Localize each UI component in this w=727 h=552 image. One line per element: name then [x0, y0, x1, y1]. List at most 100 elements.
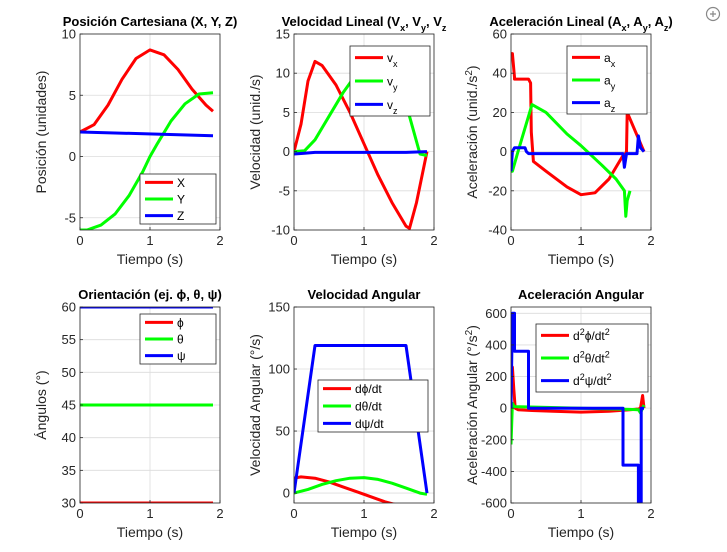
legend-entry: ax [604, 51, 616, 69]
series-line-vel-0 [294, 59, 429, 230]
y-tick-label: 150 [268, 300, 290, 315]
legend-entry: dϕ/dt [355, 382, 382, 396]
series-line-pos-2 [80, 130, 214, 138]
y-tick-label: 10 [276, 66, 290, 81]
legend-entry: Z [177, 209, 184, 223]
y-tick-label: -200 [481, 432, 507, 447]
y-tick-label: 50 [276, 424, 290, 439]
chart-title: Aceleración Lineal (Ax, Ay, Az) [489, 14, 672, 33]
legend-entry: vx [387, 51, 398, 69]
x-tick-label: 0 [76, 233, 83, 248]
legend-entry: d2θ/dt2 [573, 350, 610, 366]
y-tick-label: 60 [62, 300, 76, 315]
legend: vx vy vz [349, 45, 431, 117]
x-tick-label: 0 [507, 233, 514, 248]
series-line-vel-2 [294, 150, 428, 156]
legend-entry: d2ψ/dt2 [573, 372, 612, 388]
series-line-angvel-0 [294, 475, 396, 503]
legend-entry: θ [177, 333, 184, 347]
series-line-angacc-2 [511, 311, 644, 503]
x-tick-label: 2 [430, 506, 437, 521]
zoom-icon[interactable] [705, 6, 721, 22]
y-tick-label: -5 [64, 210, 76, 225]
x-tick-label: 1 [577, 506, 584, 521]
chart-title: Velocidad Angular [308, 287, 421, 302]
x-tick-label: 2 [647, 233, 654, 248]
x-axis-label: Tiempo (s) [331, 524, 397, 540]
x-tick-label: 1 [146, 233, 153, 248]
y-tick-label: 40 [62, 430, 76, 445]
y-tick-label: 400 [485, 337, 507, 352]
chart-title: Orientación (ej. ϕ, θ, ψ) [78, 287, 222, 302]
x-tick-label: 2 [430, 233, 437, 248]
legend-entry: Y [177, 193, 185, 207]
y-tick-label: 0 [500, 144, 507, 159]
x-tick-label: 0 [290, 233, 297, 248]
x-tick-label: 0 [507, 506, 514, 521]
y-tick-label: 35 [62, 463, 76, 478]
chart-title: Velocidad Lineal (Vx, Vy, Vz [282, 14, 447, 33]
x-axis-label: Tiempo (s) [117, 524, 183, 540]
chart-angacc: 0 1 2 -600 -400 -200 0 200 400 600 Aceleración Ang… [464, 287, 655, 540]
y-tick-label: -5 [278, 183, 290, 198]
x-axis-label: Tiempo (s) [548, 524, 614, 540]
y-tick-label: 5 [283, 105, 290, 120]
chart-angvel: 0 1 2 0 50 100 150 Velocidad Angular Tiempo (s) V… [247, 287, 438, 540]
y-tick-label: 200 [485, 369, 507, 384]
legend: XYZ [139, 173, 217, 225]
y-tick-label: 100 [268, 362, 290, 377]
legend-entry: d2ϕ/dt2 [573, 327, 610, 343]
x-axis-label: Tiempo (s) [331, 251, 397, 267]
y-tick-label: -10 [271, 223, 290, 238]
y-tick-label: 10 [62, 27, 76, 42]
series-line-acc-2 [511, 134, 646, 172]
y-tick-label: 55 [62, 332, 76, 347]
y-tick-label: 30 [62, 496, 76, 511]
legend: ax ay az [566, 45, 648, 115]
x-tick-label: 1 [360, 506, 367, 521]
y-axis-label: Posición (unidades) [33, 71, 49, 194]
y-tick-label: 60 [493, 27, 507, 42]
legend: d2ϕ/dt2 d2θ/dt2 d2ψ/dt2 [535, 323, 649, 393]
legend-entry: X [177, 176, 185, 190]
y-tick-label: 40 [493, 66, 507, 81]
x-tick-label: 2 [647, 506, 654, 521]
y-tick-label: -400 [481, 464, 507, 479]
x-tick-label: 0 [76, 506, 83, 521]
x-tick-label: 2 [216, 506, 223, 521]
legend-entry: vy [387, 75, 398, 93]
y-tick-label: 5 [69, 88, 76, 103]
y-axis-label: Velocidad Angular (°/s) [247, 334, 263, 476]
x-axis-label: Tiempo (s) [117, 251, 183, 267]
x-tick-label: 1 [577, 233, 584, 248]
x-axis-label: Tiempo (s) [548, 251, 614, 267]
y-axis-label: Ángulos (°) [33, 370, 49, 439]
legend-entry: dψ/dt [355, 417, 384, 431]
x-tick-label: 1 [360, 233, 367, 248]
legend-entry: ay [604, 74, 616, 92]
legend-entry: ϕ [177, 316, 184, 330]
legend-entry: ψ [177, 349, 186, 363]
y-tick-label: -600 [481, 496, 507, 511]
y-tick-label: 600 [485, 306, 507, 321]
y-tick-label: 0 [500, 401, 507, 416]
legend: ϕθψ [139, 313, 217, 365]
x-tick-label: 2 [216, 233, 223, 248]
series-line-pos-1 [80, 91, 214, 230]
y-tick-label: 20 [493, 105, 507, 120]
y-axis-label: Aceleración Angular (°/s2) [464, 325, 481, 485]
y-tick-label: 50 [62, 365, 76, 380]
y-axis-label: Aceleración (unid./s2) [464, 65, 481, 198]
series-line-angvel-1 [294, 476, 428, 496]
y-tick-label: 15 [276, 27, 290, 42]
x-tick-label: 0 [290, 506, 297, 521]
y-tick-label: -40 [488, 223, 507, 238]
legend-entry: az [604, 96, 616, 114]
y-tick-label: 0 [69, 149, 76, 164]
legend: dϕ/dt dθ/dt dψ/dt [317, 379, 429, 433]
